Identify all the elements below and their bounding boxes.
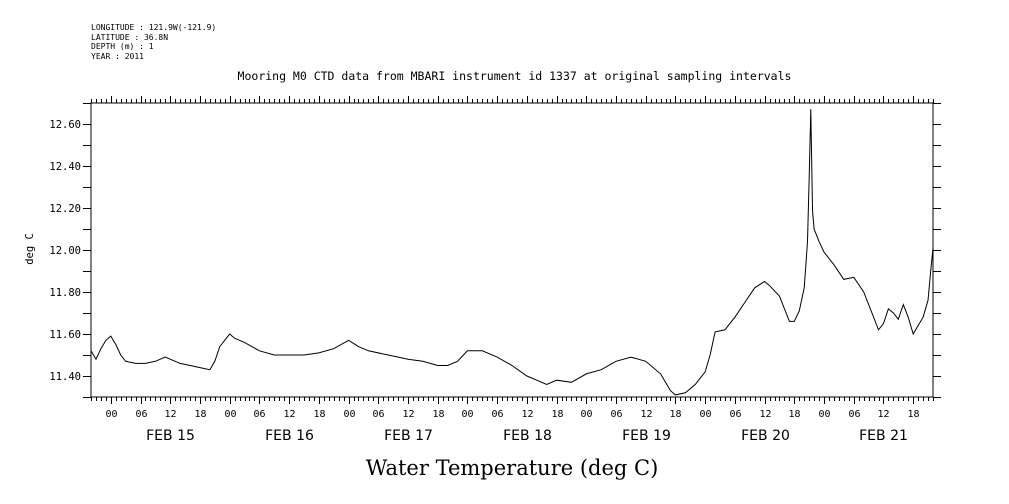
x-day-label: FEB 17 [384, 428, 433, 444]
x-hour-tick-label: 12 [640, 409, 652, 420]
x-hour-tick-label: 18 [551, 409, 563, 420]
x-hour-tick-label: 12 [402, 409, 414, 420]
x-day-label: FEB 18 [503, 428, 552, 444]
x-hour-tick-label: 12 [759, 409, 771, 420]
longitude-label: LONGITUDE : 121.9W(-121.9) [91, 23, 217, 32]
y-axis-title: deg C [24, 233, 36, 265]
x-hour-tick-label: 12 [877, 409, 889, 420]
x-hour-tick-label: 06 [729, 409, 741, 420]
x-hour-tick-label: 06 [491, 409, 503, 420]
x-hour-tick-label: 06 [848, 409, 860, 420]
chart-title: Mooring M0 CTD data from MBARI instrumen… [237, 69, 792, 83]
x-hour-tick-label: 18 [432, 409, 444, 420]
x-hour-tick-label: 00 [224, 409, 236, 420]
x-hour-tick-label: 00 [580, 409, 592, 420]
x-hour-tick-label: 00 [461, 409, 473, 420]
x-hour-tick-label: 06 [135, 409, 147, 420]
x-hour-tick-label: 00 [105, 409, 117, 420]
x-hour-tick-label: 00 [818, 409, 830, 420]
x-day-label: FEB 19 [622, 428, 671, 444]
x-hour-tick-label: 12 [164, 409, 176, 420]
x-day-label: FEB 21 [859, 428, 908, 444]
depth-label: DEPTH (m) : 1 [91, 42, 154, 51]
x-hour-tick-label: 18 [669, 409, 681, 420]
x-hour-tick-label: 18 [788, 409, 800, 420]
y-tick-label: 12.20 [49, 203, 81, 215]
x-day-label: FEB 16 [265, 428, 314, 444]
year-label: YEAR : 2011 [91, 51, 144, 61]
x-day-label: FEB 20 [741, 428, 790, 444]
y-tick-label: 11.40 [49, 371, 81, 383]
x-hour-tick-label: 00 [343, 409, 355, 420]
x-hour-tick-label: 06 [253, 409, 265, 420]
x-day-label: FEB 15 [146, 428, 195, 444]
y-tick-label: 11.80 [49, 287, 81, 299]
metadata-block: LONGITUDE : 121.9W(-121.9) LATITUDE : 36… [91, 23, 216, 61]
x-hour-tick-label: 12 [283, 409, 295, 420]
y-tick-label: 11.60 [49, 329, 81, 341]
x-hour-tick-label: 18 [907, 409, 919, 420]
x-hour-tick-label: 00 [699, 409, 711, 420]
x-hour-tick-label: 06 [372, 409, 384, 420]
y-tick-label: 12.40 [49, 161, 81, 173]
y-tick-label: 12.60 [49, 119, 81, 131]
y-tick-label: 12.00 [49, 245, 81, 257]
x-hour-tick-label: 18 [194, 409, 206, 420]
x-hour-tick-label: 12 [521, 409, 533, 420]
x-hour-tick-label: 18 [313, 409, 325, 420]
latitude-label: LATITUDE : 36.8N [91, 32, 169, 42]
x-axis-title: Water Temperature (deg C) [366, 456, 659, 480]
x-hour-tick-label: 06 [610, 409, 622, 420]
temperature-series-line [90, 109, 934, 396]
